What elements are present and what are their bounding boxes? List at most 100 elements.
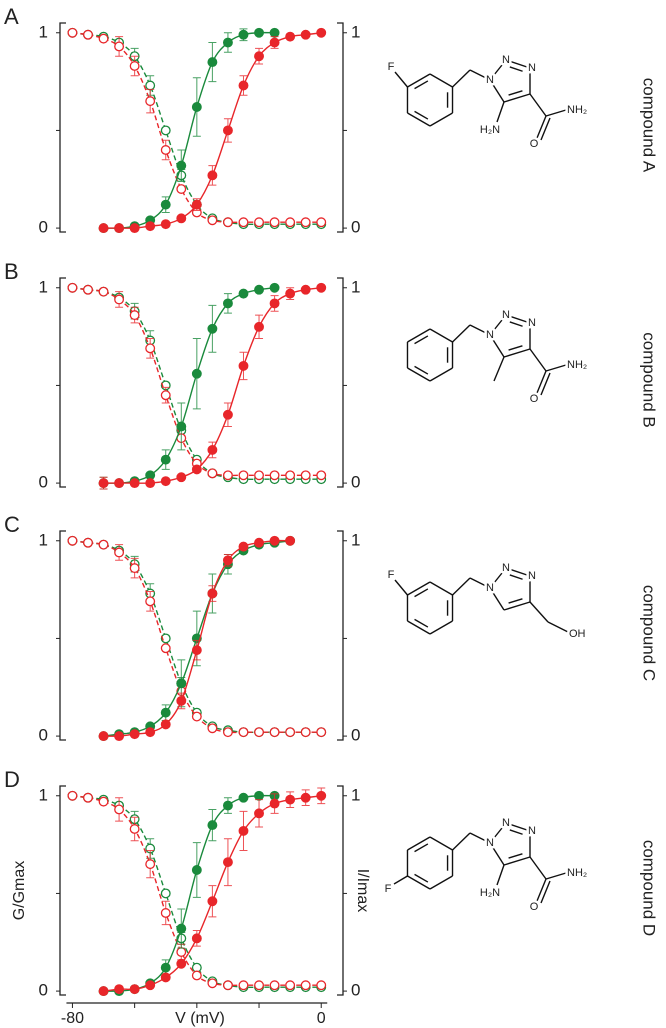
data-point bbox=[98, 986, 109, 997]
double-bond bbox=[414, 335, 429, 345]
data-point bbox=[254, 27, 264, 38]
data-point bbox=[176, 213, 187, 224]
data-point bbox=[254, 217, 264, 228]
right-axis bbox=[337, 277, 344, 488]
y2-tick-label: 1 bbox=[351, 22, 360, 41]
data-point bbox=[254, 537, 264, 548]
data-point bbox=[222, 727, 233, 738]
data-point bbox=[222, 125, 233, 136]
data-point bbox=[67, 282, 78, 293]
data-point bbox=[191, 199, 202, 210]
data-point bbox=[191, 645, 202, 656]
bond bbox=[503, 601, 531, 611]
data-point bbox=[222, 800, 233, 811]
data-point bbox=[114, 223, 125, 234]
data-point bbox=[254, 321, 264, 332]
y-tick-label: 0 bbox=[39, 981, 48, 1000]
y2-tick-label: 0 bbox=[351, 218, 360, 237]
data-point bbox=[269, 282, 280, 293]
bond bbox=[429, 581, 453, 596]
data-point bbox=[129, 729, 140, 740]
atom-label: O bbox=[530, 393, 539, 405]
y-tick-label: 0 bbox=[39, 726, 48, 745]
bond bbox=[429, 836, 453, 851]
data-point bbox=[238, 80, 249, 91]
bond bbox=[469, 577, 491, 589]
data-point bbox=[254, 790, 264, 801]
double-bond bbox=[540, 880, 551, 904]
atom-label: N bbox=[502, 562, 510, 574]
atom-label: N bbox=[486, 582, 494, 594]
data-point bbox=[285, 980, 296, 991]
data-point bbox=[83, 537, 93, 548]
y2-tick-label: 1 bbox=[351, 785, 360, 804]
data-point bbox=[191, 865, 202, 875]
data-point bbox=[98, 33, 109, 44]
data-point bbox=[316, 790, 327, 801]
data-point bbox=[176, 160, 187, 171]
right-axis bbox=[337, 530, 344, 741]
bond bbox=[505, 314, 531, 324]
atom-label: N bbox=[528, 570, 536, 582]
data-point bbox=[145, 80, 156, 91]
data-point bbox=[207, 723, 218, 734]
data-point bbox=[300, 284, 311, 295]
bond bbox=[407, 836, 431, 851]
data-point bbox=[191, 464, 202, 475]
data-point bbox=[222, 470, 233, 481]
data-point bbox=[176, 421, 187, 432]
data-point bbox=[98, 478, 109, 489]
data-point bbox=[145, 859, 156, 870]
bond bbox=[489, 79, 505, 103]
data-point bbox=[160, 643, 171, 654]
data-point bbox=[83, 284, 93, 295]
data-point bbox=[300, 727, 311, 738]
data-point bbox=[129, 984, 140, 995]
data-point bbox=[222, 37, 233, 48]
panel-letter: B bbox=[4, 259, 19, 284]
data-point bbox=[316, 27, 327, 38]
double-bond bbox=[414, 618, 429, 628]
data-point bbox=[254, 284, 264, 295]
data-point bbox=[160, 707, 171, 718]
data-point bbox=[285, 794, 296, 805]
atom-label: N bbox=[528, 317, 536, 329]
bond bbox=[496, 101, 505, 123]
atom-label: F bbox=[388, 61, 395, 73]
fit-curve bbox=[72, 287, 322, 481]
y-tick-label: 0 bbox=[39, 473, 48, 492]
data-point bbox=[254, 470, 264, 481]
data-point bbox=[269, 727, 280, 738]
data-point bbox=[222, 217, 233, 228]
data-point bbox=[207, 57, 218, 68]
data-point bbox=[98, 223, 109, 234]
data-point bbox=[285, 535, 296, 546]
y-axis-label: G/Gmax bbox=[11, 861, 28, 921]
data-point bbox=[191, 368, 202, 379]
data-point bbox=[129, 223, 140, 234]
bond bbox=[393, 875, 408, 885]
data-point bbox=[114, 294, 125, 305]
data-point bbox=[160, 972, 171, 983]
data-point bbox=[269, 980, 280, 991]
data-point bbox=[145, 343, 156, 354]
bond bbox=[469, 832, 491, 844]
data-point bbox=[285, 470, 296, 481]
atom-label: F bbox=[385, 883, 392, 895]
compound-label: compound B bbox=[640, 332, 659, 427]
panel-letter: D bbox=[4, 767, 20, 792]
bond bbox=[407, 328, 431, 343]
bond bbox=[407, 367, 431, 382]
data-point bbox=[67, 535, 78, 546]
atom-label: N bbox=[486, 837, 494, 849]
data-point bbox=[254, 808, 264, 819]
data-point bbox=[207, 978, 218, 989]
bond bbox=[429, 875, 453, 890]
bond bbox=[529, 93, 547, 117]
data-point bbox=[316, 217, 327, 228]
data-point bbox=[160, 454, 171, 465]
data-point bbox=[145, 980, 156, 991]
y-tick-label: 1 bbox=[39, 530, 48, 549]
data-point bbox=[207, 323, 218, 334]
data-point bbox=[176, 695, 187, 706]
